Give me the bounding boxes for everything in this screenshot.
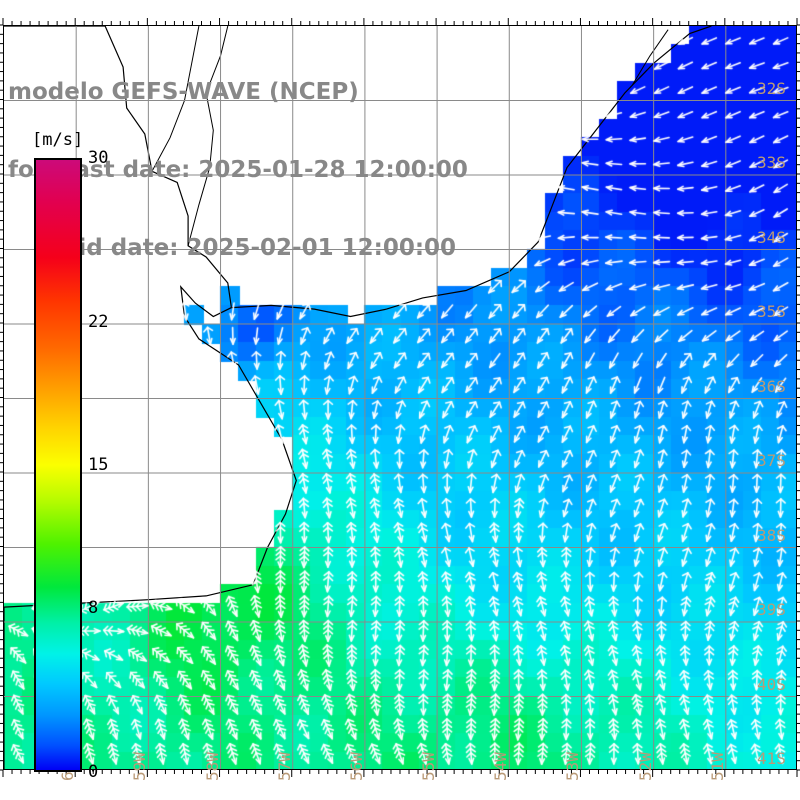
colorbar-tick-30: 30 (88, 148, 109, 168)
lon-label-56W: 56W (346, 752, 366, 781)
colorbar-tick-15: 15 (88, 455, 109, 475)
colorbar-unit-label: [m/s] (32, 130, 84, 150)
title-block: modelo GEFS-WAVE (NCEP) forecast date: 2… (8, 27, 708, 313)
lon-label-57W: 57W (274, 752, 294, 781)
lat-label-35S: 35S (757, 302, 786, 321)
lat-label-33S: 33S (757, 153, 786, 172)
lon-label-51W: 51W (707, 752, 727, 781)
colorbar-gradient (34, 158, 82, 772)
lat-label-41S: 41S (757, 749, 786, 768)
lon-label-53W: 53W (563, 752, 583, 781)
forecast-date: forecast date: 2025-01-28 12:00:00 (8, 157, 468, 183)
lat-label-40S: 40S (757, 674, 786, 694)
lat-label-39S: 39S (757, 600, 786, 619)
colorbar-tick-8: 8 (88, 598, 99, 619)
lat-label-37S: 37S (757, 451, 786, 470)
lon-label-58W: 58W (202, 752, 222, 781)
lon-label-55W: 55W (419, 752, 439, 781)
lat-label-32S: 32S (757, 78, 786, 98)
lon-label-54W: 54W (491, 752, 511, 781)
lat-label-38S: 38S (757, 525, 786, 545)
lat-label-34S: 34S (757, 227, 786, 247)
lon-label-59W: 59W (130, 752, 150, 781)
lat-label-36S: 36S (757, 376, 786, 396)
colorbar-tick-22: 22 (88, 311, 109, 332)
lon-label-52W: 52W (635, 752, 655, 781)
model-title: modelo GEFS-WAVE (NCEP) (8, 79, 359, 105)
colorbar-tick-0: 0 (88, 762, 99, 782)
